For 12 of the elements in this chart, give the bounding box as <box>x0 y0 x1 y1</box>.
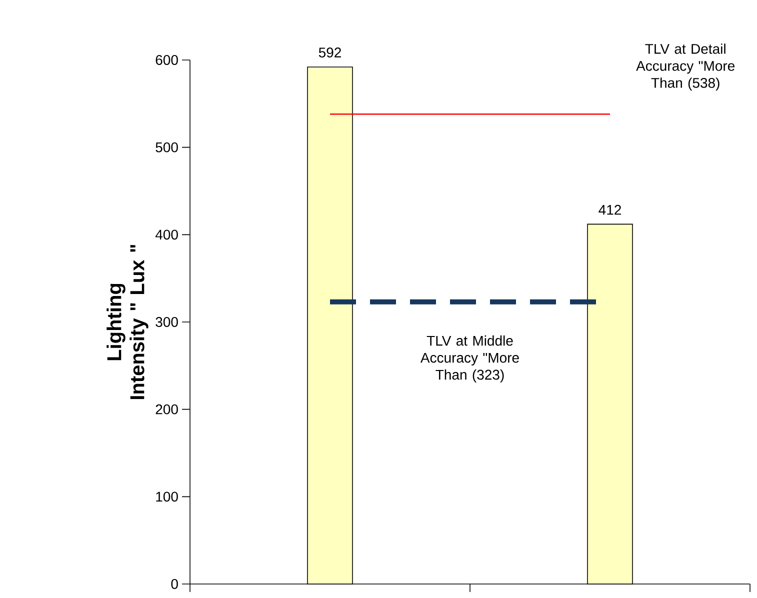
y-tick-label: 600 <box>156 55 178 65</box>
y-tick-label: 500 <box>156 142 178 152</box>
y-tick-label: 100 <box>156 492 178 502</box>
y-axis-title: Lighting Intensity " Lux " <box>106 244 148 400</box>
ref-line-label: TLV at Middle Accuracy "More Than (323) <box>420 335 519 382</box>
y-tick-label: 400 <box>155 230 178 240</box>
data-label: 412 <box>598 204 621 215</box>
y-tick-label: 0 <box>171 579 178 589</box>
data-label: 592 <box>318 48 341 58</box>
y-tick-label: 200 <box>156 404 178 414</box>
ref-line-label: TLV at Detail Accuracy "More Than (538) <box>636 44 735 91</box>
y-tick-label: 300 <box>156 317 178 327</box>
